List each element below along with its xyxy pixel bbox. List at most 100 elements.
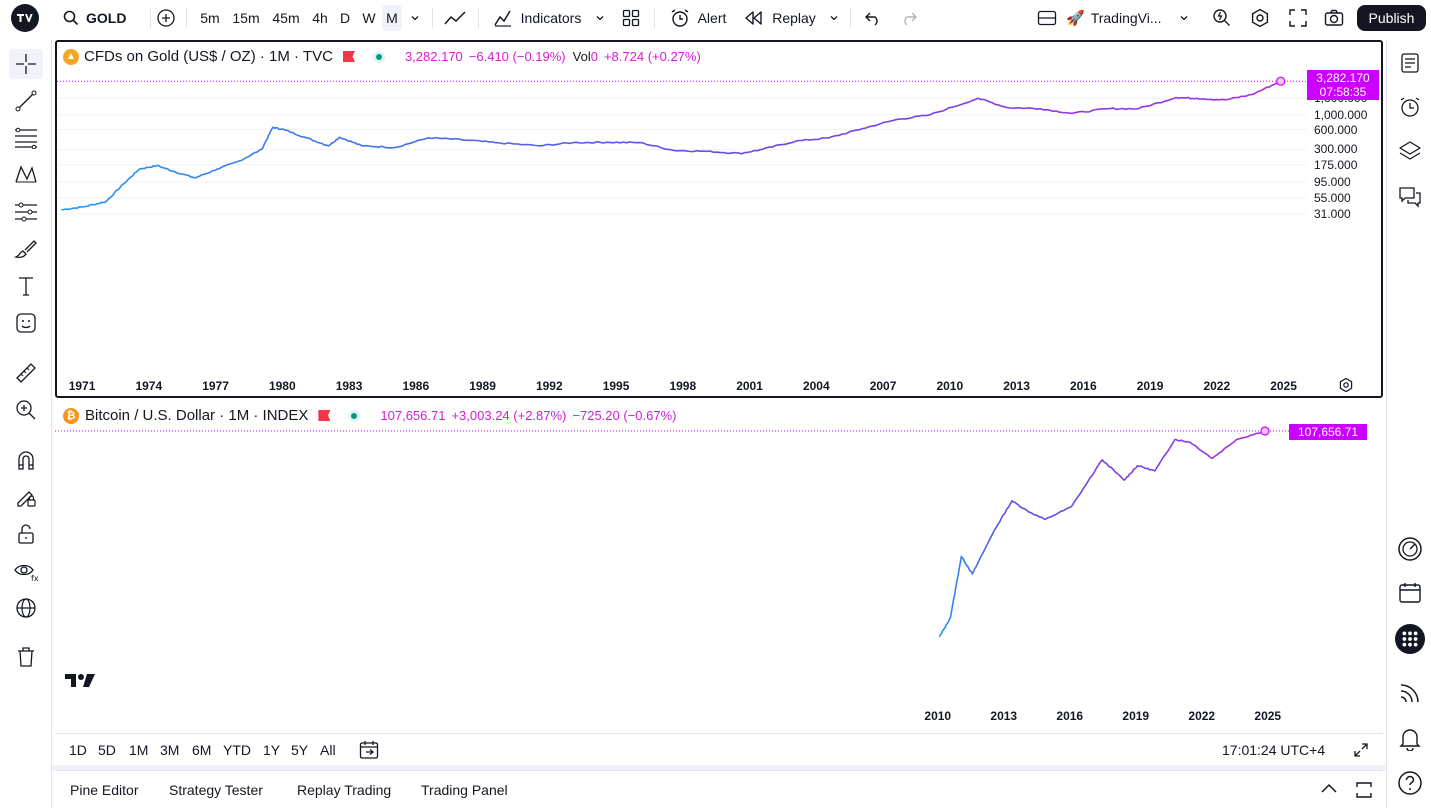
interval-d[interactable]: D bbox=[339, 10, 351, 26]
tab-pine-editor[interactable]: Pine Editor bbox=[70, 782, 139, 798]
chart-type-button[interactable] bbox=[440, 5, 470, 31]
maximize-panel-button[interactable] bbox=[1355, 781, 1373, 799]
tradingview-logo-icon[interactable] bbox=[8, 4, 42, 32]
panel-divider[interactable] bbox=[52, 765, 1386, 770]
magnet-tool[interactable] bbox=[9, 445, 43, 475]
settings-button[interactable] bbox=[1246, 5, 1274, 31]
crosshair-tool[interactable] bbox=[9, 49, 43, 79]
interval-4h[interactable]: 4h bbox=[312, 10, 328, 26]
gold-time-tick-label: 2004 bbox=[802, 379, 830, 393]
gold-time-tick-label: 1974 bbox=[135, 379, 163, 393]
chevron-down-icon bbox=[411, 16, 419, 21]
flag-icon[interactable] bbox=[318, 410, 331, 421]
calendar-button[interactable] bbox=[1395, 578, 1425, 608]
market-status-icon[interactable] bbox=[348, 409, 361, 422]
products-button[interactable] bbox=[1395, 624, 1425, 654]
layout-name-button[interactable]: 🚀 TradingVi... bbox=[1066, 5, 1174, 31]
date-range-bar: 1D 5D 1M 3M 6M YTD 1Y 5Y All 17:01:24 UT… bbox=[55, 733, 1383, 765]
interval-w[interactable]: W bbox=[362, 10, 376, 26]
interval-m[interactable]: M bbox=[382, 5, 402, 31]
stay-in-drawing-mode-tool[interactable] bbox=[9, 482, 43, 512]
indicators-dropdown[interactable] bbox=[590, 5, 610, 31]
quick-search-button[interactable] bbox=[1208, 5, 1236, 31]
market-status-icon[interactable] bbox=[372, 50, 385, 63]
layout-dropdown[interactable] bbox=[1174, 5, 1194, 31]
interval-45m[interactable]: 45m bbox=[272, 10, 300, 26]
fullscreen-icon bbox=[1289, 9, 1307, 27]
flag-icon[interactable] bbox=[342, 51, 355, 62]
tab-replay-trading[interactable]: Replay Trading bbox=[297, 782, 392, 798]
range-3m[interactable]: 3M bbox=[160, 742, 180, 758]
pattern-tool[interactable] bbox=[9, 160, 43, 190]
replay-dropdown[interactable] bbox=[824, 5, 844, 31]
interval-15m[interactable]: 15m bbox=[232, 10, 260, 26]
lock-drawings-tool[interactable] bbox=[9, 519, 43, 549]
help-button[interactable] bbox=[1395, 768, 1425, 798]
range-1y[interactable]: 1Y bbox=[263, 742, 281, 758]
object-tree-tool[interactable] bbox=[9, 593, 43, 623]
watchlist-button[interactable] bbox=[1395, 48, 1425, 78]
tab-trading-panel[interactable]: Trading Panel bbox=[421, 782, 508, 798]
interval-dropdown[interactable] bbox=[405, 5, 425, 31]
gold-time-tick-label: 2025 bbox=[1270, 379, 1297, 393]
range-1d[interactable]: 1D bbox=[69, 742, 87, 758]
forecasting-tool[interactable] bbox=[9, 197, 43, 227]
btc-chart-pane[interactable]: ₿ Bitcoin / U.S. Dollar · 1M · INDEX 107… bbox=[55, 400, 1383, 730]
measure-tool[interactable] bbox=[9, 358, 43, 388]
data-window-button[interactable] bbox=[1395, 136, 1425, 166]
undo-button[interactable] bbox=[860, 5, 886, 31]
btc-legend: ₿ Bitcoin / U.S. Dollar · 1M · INDEX 107… bbox=[63, 407, 676, 424]
btc-price-line-chart[interactable] bbox=[55, 400, 1383, 730]
text-tool[interactable] bbox=[9, 271, 43, 301]
gold-symbol-title[interactable]: CFDs on Gold (US$ / OZ) · 1M · TVC bbox=[84, 48, 333, 65]
brush-tool[interactable] bbox=[9, 234, 43, 264]
indicators-button[interactable]: Indicators bbox=[488, 5, 586, 31]
interval-5m[interactable]: 5m bbox=[200, 10, 220, 26]
alerts-panel-button[interactable] bbox=[1395, 92, 1425, 122]
notifications-button[interactable] bbox=[1395, 724, 1425, 754]
icons-tool[interactable] bbox=[9, 308, 43, 338]
range-5d[interactable]: 5D bbox=[98, 742, 116, 758]
layouts-templates-button[interactable] bbox=[617, 5, 645, 31]
range-ytd[interactable]: YTD bbox=[223, 742, 251, 758]
chevron-up-icon bbox=[1321, 783, 1337, 793]
range-all[interactable]: All bbox=[320, 742, 336, 758]
btc-vol-change: −725.20 (−0.67%) bbox=[572, 408, 677, 423]
streams-button[interactable] bbox=[1395, 678, 1425, 708]
compare-symbol-button[interactable] bbox=[153, 5, 179, 31]
gold-badge-countdown: 07:58:35 bbox=[1319, 85, 1367, 99]
gold-coin-icon: ▲ bbox=[63, 48, 79, 65]
collapse-panel-button[interactable] bbox=[1320, 782, 1338, 796]
clock-timezone[interactable]: 17:01:24 UTC+4 bbox=[1222, 742, 1326, 758]
publish-button[interactable]: Publish bbox=[1357, 5, 1426, 31]
tab-strategy-tester[interactable]: Strategy Tester bbox=[169, 782, 263, 798]
replay-button[interactable]: Replay bbox=[742, 5, 818, 31]
alert-button[interactable]: Alert bbox=[664, 5, 732, 31]
trend-line-tool[interactable] bbox=[9, 86, 43, 116]
go-to-date-button[interactable] bbox=[359, 740, 379, 760]
zoom-in-tool[interactable] bbox=[9, 395, 43, 425]
range-6m[interactable]: 6M bbox=[192, 742, 212, 758]
fib-tool[interactable] bbox=[9, 123, 43, 153]
gold-chart-pane[interactable]: ▲ CFDs on Gold (US$ / OZ) · 1M · TVC 3,2… bbox=[55, 40, 1383, 398]
magnet-icon bbox=[18, 451, 34, 470]
pane-settings-button[interactable] bbox=[1338, 377, 1354, 393]
maximize-chart-button[interactable] bbox=[1353, 742, 1369, 758]
fullscreen-button[interactable] bbox=[1284, 5, 1312, 31]
tradingview-watermark-logo[interactable] bbox=[65, 672, 97, 688]
indicators-icon bbox=[494, 10, 511, 27]
unlock-icon bbox=[18, 524, 34, 544]
chats-button[interactable] bbox=[1395, 182, 1425, 212]
ideas-stream-button[interactable] bbox=[1395, 534, 1425, 564]
redo-button[interactable] bbox=[896, 5, 922, 31]
layout-select-button[interactable] bbox=[1033, 5, 1061, 31]
btc-symbol-title[interactable]: Bitcoin / U.S. Dollar · 1M · INDEX bbox=[85, 407, 309, 424]
eye-icon: fx bbox=[14, 564, 38, 582]
hide-drawings-tool[interactable]: fx bbox=[9, 556, 43, 586]
range-5y[interactable]: 5Y bbox=[291, 742, 309, 758]
gold-price-line-chart[interactable] bbox=[57, 42, 1381, 396]
range-1m[interactable]: 1M bbox=[129, 742, 149, 758]
symbol-search-button[interactable]: GOLD bbox=[58, 5, 148, 31]
remove-drawings-tool[interactable] bbox=[9, 642, 43, 672]
snapshot-button[interactable] bbox=[1320, 5, 1348, 31]
